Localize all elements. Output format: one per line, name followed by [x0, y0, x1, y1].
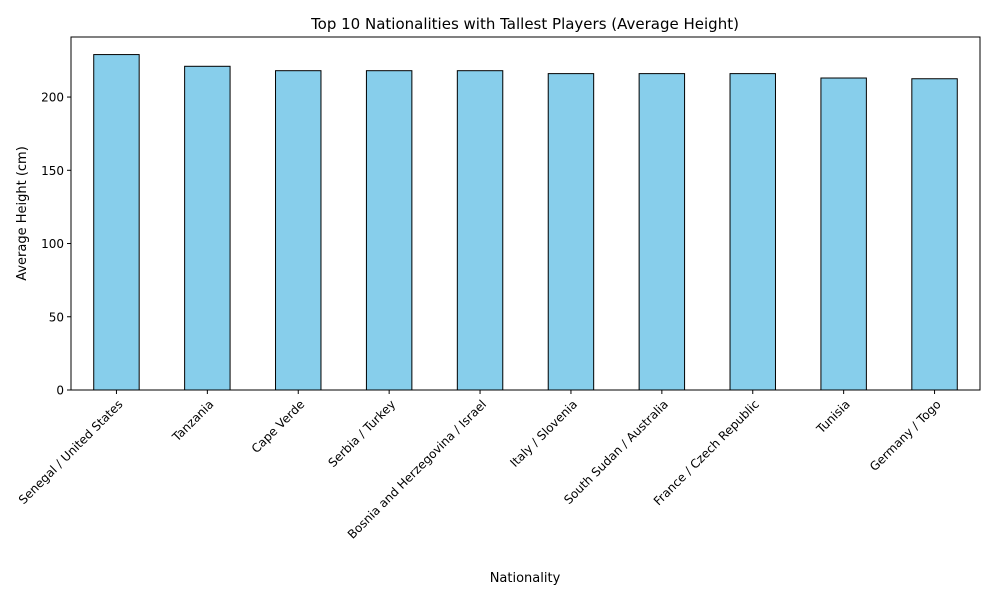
- x-tick-label-0: Senegal / United States: [16, 397, 126, 507]
- bar-0: [93, 54, 140, 391]
- bar-2: [275, 70, 322, 391]
- x-axis-label: Nationality: [490, 571, 561, 586]
- bar-7: [729, 73, 776, 391]
- plot-frame: [70, 36, 981, 391]
- x-tick-label-9: Germany / Togo: [867, 397, 944, 474]
- chart-title: Top 10 Nationalities with Tallest Player…: [310, 15, 739, 33]
- plot-area: [93, 54, 958, 391]
- y-axis: 0 50 100 150 200: [41, 91, 71, 398]
- y-tick-label-2: 100: [41, 237, 64, 251]
- x-axis: Senegal / United States Tanzania Cape Verd…: [16, 390, 944, 542]
- x-tick-label-3: Serbia / Turkey: [325, 397, 398, 470]
- x-tick-label-8: Tunisia: [813, 397, 853, 437]
- bar-4: [456, 70, 504, 391]
- bar-9: [911, 78, 958, 391]
- x-tick-label-7: France / Czech Republic: [651, 397, 762, 508]
- x-tick-label-1: Tanzania: [169, 397, 217, 445]
- y-axis-label: Average Height (cm): [15, 146, 30, 281]
- y-tick-label-0: 0: [56, 384, 64, 398]
- y-tick-label-1: 50: [49, 310, 64, 324]
- y-tick-label-3: 150: [41, 164, 64, 178]
- x-tick-label-2: Cape Verde: [249, 397, 308, 456]
- bar-6: [638, 73, 686, 391]
- x-tick-label-5: Italy / Slovenia: [507, 397, 580, 470]
- bar-1: [184, 65, 231, 391]
- bar-5: [547, 73, 595, 391]
- bar-8: [820, 77, 867, 391]
- y-tick-label-4: 200: [41, 91, 64, 105]
- x-tick-label-6: South Sudan / Australia: [561, 397, 671, 507]
- bar-3: [365, 70, 413, 391]
